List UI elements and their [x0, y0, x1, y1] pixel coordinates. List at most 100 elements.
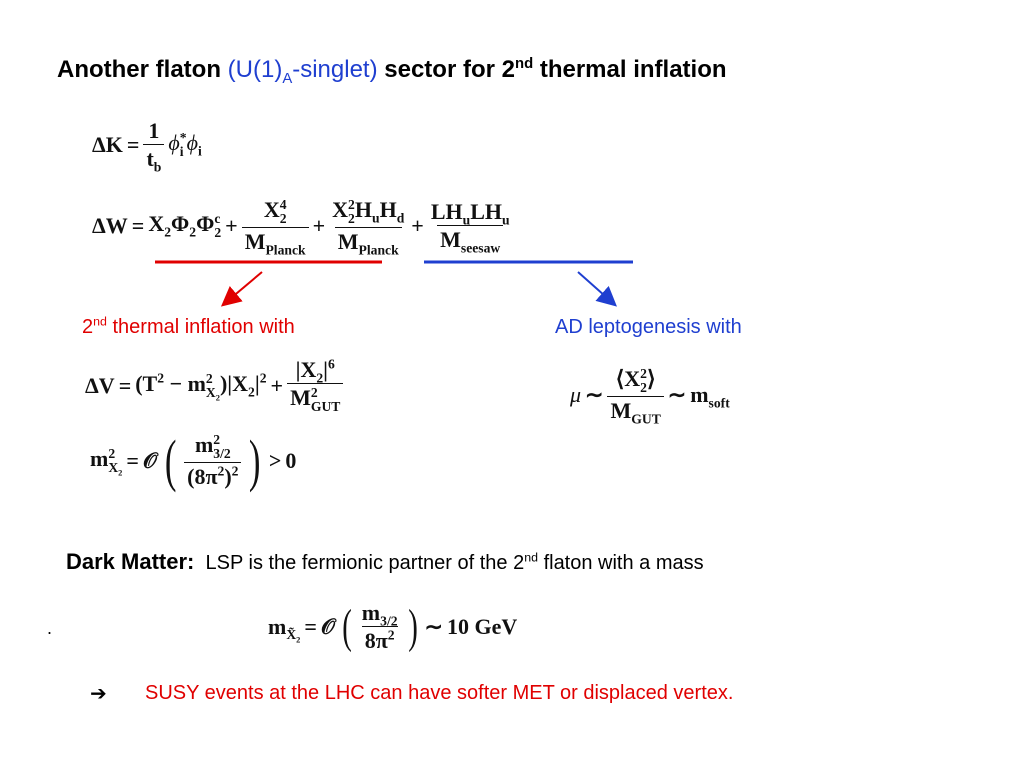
- text-fragment: 2: [214, 225, 222, 241]
- text-fragment: 0: [285, 448, 297, 473]
- text-fragment: LH: [430, 198, 463, 224]
- layout: m3/2: [359, 600, 401, 629]
- text-fragment: nd: [524, 550, 538, 565]
- text-fragment: m: [361, 600, 381, 625]
- text-fragment: ΔV: [85, 372, 115, 398]
- text-fragment: LSP is the fermionic partner of the 2: [205, 552, 525, 574]
- layout: * i: [179, 129, 187, 160]
- equation-mu: μ ∼ ⟨X 2 2 ⟩ MGUT ∼ msoft: [570, 365, 730, 427]
- text-fragment: Planck: [358, 242, 399, 258]
- text-fragment: seesaw: [460, 240, 501, 256]
- text-fragment: ΔK: [92, 131, 123, 157]
- text-fragment: 2: [164, 224, 172, 240]
- text-fragment: Φ: [171, 211, 190, 237]
- text-fragment: u: [462, 212, 471, 228]
- layout: m 2 3/2: [192, 432, 234, 462]
- layout: m 2 X2: [90, 446, 123, 479]
- text-fragment: 2: [296, 634, 301, 645]
- text-fragment: 2: [348, 196, 355, 212]
- text-fragment: |: [254, 371, 260, 397]
- text-fragment: (8π: [187, 464, 218, 490]
- text-fragment: 10 GeV: [446, 613, 518, 639]
- text-fragment: Dark Matter:: [66, 549, 195, 574]
- text-fragment: ∼: [667, 381, 687, 407]
- layout: X 4 2 MPlanck: [241, 197, 309, 257]
- text-fragment: ∼: [424, 613, 443, 639]
- text-fragment: X̃: [286, 627, 297, 643]
- text-fragment: =: [118, 372, 132, 398]
- text-fragment: ): [407, 599, 418, 653]
- text-fragment: 4: [279, 196, 287, 212]
- text-fragment: 6: [328, 356, 335, 372]
- text-fragment: 2: [640, 379, 647, 395]
- text-fragment: =: [126, 131, 140, 157]
- text-fragment: 2: [217, 464, 225, 480]
- text-fragment: 2: [108, 446, 116, 461]
- text-fragment: ΔW: [92, 212, 128, 238]
- text-fragment: u: [501, 212, 510, 228]
- layout: m 2 3/2 (8π2)2: [184, 432, 242, 490]
- layout: X2Φ2Φ c 2: [148, 211, 221, 240]
- dark-matter-line: Dark Matter: LSP is the fermionic partne…: [66, 549, 704, 575]
- text-fragment: 2: [640, 365, 647, 381]
- layout: 1 tb: [143, 118, 165, 174]
- layout: tb: [143, 144, 165, 174]
- text-fragment: 2: [118, 468, 123, 479]
- text-fragment: ⟨X: [615, 366, 641, 391]
- text-fragment: 𝒪: [142, 448, 157, 473]
- text-fragment: ∼: [585, 381, 604, 407]
- text-fragment: b: [153, 159, 162, 175]
- text-fragment: d: [396, 210, 405, 226]
- layout: m3/2 8π2: [359, 600, 401, 654]
- text-fragment: 2: [279, 210, 287, 226]
- equation-mass: m 2 X2 = 𝒪 ( m 2 3/2 (8π2)2 ) >0: [90, 432, 296, 490]
- text-fragment: (U(1): [227, 56, 283, 83]
- text-fragment: LH: [470, 198, 502, 224]
- text-fragment: =: [304, 613, 317, 639]
- text-fragment: M: [440, 227, 461, 253]
- text-fragment: 3/2: [380, 613, 398, 629]
- text-fragment: m: [187, 371, 206, 397]
- text-fragment: +: [312, 212, 326, 238]
- layout: M 2 GUT: [287, 383, 344, 414]
- layout: X 2 2 HuHd MPlanck: [329, 196, 407, 258]
- text-fragment: H: [354, 197, 372, 222]
- layout: X̃2: [286, 627, 301, 645]
- layout: (U(1)A-singlet): [227, 56, 378, 86]
- text-fragment: i: [179, 144, 184, 160]
- text-fragment: m: [90, 446, 109, 472]
- layout: ⟨X 2 2 ⟩ MGUT: [607, 365, 664, 427]
- text-fragment: ): [249, 428, 261, 493]
- text-fragment: GUT: [631, 411, 661, 427]
- text-fragment: M: [290, 385, 311, 411]
- layout: msoft: [690, 381, 730, 410]
- layout: X2: [206, 385, 220, 403]
- text-fragment: 2: [387, 627, 395, 643]
- text-fragment: >: [268, 448, 282, 473]
- text-fragment: m: [690, 381, 709, 407]
- text-fragment: X: [148, 211, 165, 237]
- text-fragment: *: [179, 129, 187, 145]
- text-fragment: Another flaton: [57, 56, 221, 83]
- text-fragment: 𝒪: [320, 613, 335, 639]
- layout: 2 X2: [206, 371, 220, 403]
- text-fragment: 1: [148, 118, 160, 143]
- text-fragment: thermal inflation: [539, 56, 727, 83]
- layout: MPlanck: [241, 227, 309, 257]
- text-fragment: nd: [93, 314, 107, 329]
- layout: LHuLHu Mseesaw: [428, 198, 513, 255]
- text-fragment: 2: [215, 392, 220, 403]
- text-fragment: 2: [157, 370, 165, 386]
- layout: X2: [108, 461, 123, 479]
- equation-delta-w: ΔW = X2Φ2Φ c 2 + X 4 2 MPlanck + X 2 2 HuHd MPlanc…: [92, 196, 513, 258]
- text-fragment: thermal inflation with: [112, 316, 295, 338]
- layout: Mseesaw: [437, 225, 504, 255]
- text-fragment: 2: [316, 370, 324, 386]
- conclusion: SUSY events at the LHC can have softer M…: [145, 682, 734, 704]
- text-fragment: A: [282, 70, 293, 87]
